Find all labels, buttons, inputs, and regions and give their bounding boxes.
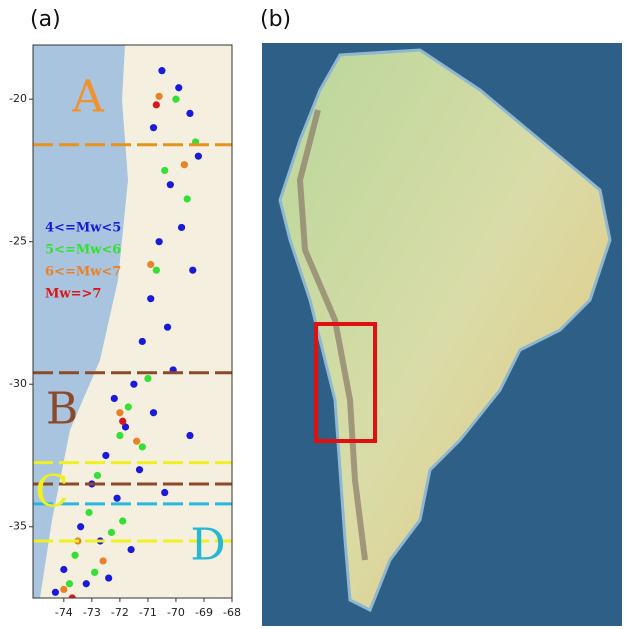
figure: (a) (b) -74 -73 -72 -71 -70 -69 -68 -20 -25 -30 -3… <box>0 0 632 629</box>
quake <box>175 84 182 91</box>
x-tick-label: -71 <box>139 606 157 619</box>
legend-entry: Mw=>7 <box>45 287 101 302</box>
quake <box>186 110 193 117</box>
quake <box>161 489 168 496</box>
quake <box>127 546 134 553</box>
region-label: C <box>35 467 69 518</box>
quake <box>147 261 154 268</box>
quake <box>83 580 90 587</box>
legend-entry: 6<=Mw<7 <box>45 265 121 280</box>
quake <box>66 580 73 587</box>
quake <box>161 167 168 174</box>
y-tick-label: -30 <box>9 377 27 390</box>
quake <box>85 509 92 516</box>
y-tick-label: -25 <box>9 235 27 248</box>
quake <box>178 224 185 231</box>
quake <box>91 569 98 576</box>
quake <box>99 557 106 564</box>
quake <box>184 195 191 202</box>
quake <box>153 101 160 108</box>
y-tick-label: -20 <box>9 92 27 105</box>
region-label: A <box>71 72 105 123</box>
x-tick-label: -68 <box>223 606 241 619</box>
x-tick-label: -73 <box>83 606 101 619</box>
quake <box>125 403 132 410</box>
quake <box>108 529 115 536</box>
quake <box>77 523 84 530</box>
y-tick-label: -35 <box>9 520 27 533</box>
quake <box>172 96 179 103</box>
quake <box>133 438 140 445</box>
quake <box>153 267 160 274</box>
map-b <box>262 43 622 626</box>
quake <box>167 181 174 188</box>
quake <box>116 432 123 439</box>
map-a <box>33 45 232 602</box>
quake <box>139 443 146 450</box>
quake <box>150 409 157 416</box>
legend-entry: 4<=Mw<5 <box>45 221 121 236</box>
x-tick-label: -70 <box>167 606 185 619</box>
quake <box>119 517 126 524</box>
quake <box>136 466 143 473</box>
region-label: D <box>190 520 225 571</box>
quake <box>139 338 146 345</box>
x-tick-label: -74 <box>55 606 73 619</box>
quake <box>60 586 67 593</box>
quake <box>156 238 163 245</box>
quake <box>164 324 171 331</box>
quake <box>111 395 118 402</box>
quake <box>113 495 120 502</box>
quake <box>60 566 67 573</box>
quake <box>158 67 165 74</box>
quake <box>144 375 151 382</box>
legend-entry: 5<=Mw<6 <box>45 243 121 258</box>
quake <box>150 124 157 131</box>
quake <box>105 574 112 581</box>
quake <box>94 472 101 479</box>
quake <box>71 552 78 559</box>
quake <box>195 153 202 160</box>
quake <box>119 418 126 425</box>
quake <box>181 161 188 168</box>
quake <box>156 93 163 100</box>
panel-label: (b) <box>260 7 291 32</box>
quake <box>116 409 123 416</box>
x-tick-label: -72 <box>111 606 129 619</box>
region-label: B <box>46 384 78 435</box>
panel-label: (a) <box>30 7 61 32</box>
x-tick-label: -69 <box>195 606 213 619</box>
quake <box>189 267 196 274</box>
quake <box>52 589 59 596</box>
quake <box>102 452 109 459</box>
quake <box>147 295 154 302</box>
quake <box>186 432 193 439</box>
quake <box>130 381 137 388</box>
